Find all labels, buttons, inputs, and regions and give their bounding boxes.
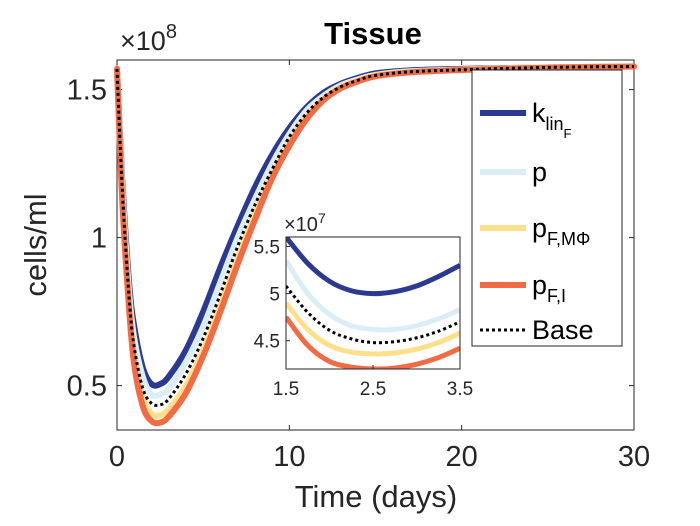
inset-y-tick-label: 5.5	[254, 237, 280, 258]
inset-x-tick-label: 1.5	[273, 379, 299, 400]
inset-ticks: 1.5 2.5 3.5 4.5 5 5.5	[254, 237, 474, 400]
legend-label: Base	[532, 315, 594, 345]
legend-item-0: klinF	[480, 98, 572, 141]
y-multiplier-exp: 8	[166, 21, 177, 43]
chart-title: Tissue	[324, 16, 422, 51]
x-axis-title: Time (days)	[295, 479, 457, 514]
x-tick-label: 0	[109, 441, 125, 473]
inset-series-line-2	[286, 301, 460, 357]
inset-series-line-3	[286, 315, 460, 369]
main-lines	[114, 63, 637, 427]
y-multiplier-base: ×10	[120, 26, 166, 56]
main-plot-frame	[116, 59, 635, 431]
y-tick-label: 1.5	[67, 75, 107, 107]
legend-item-4: Base	[480, 315, 594, 345]
y-axis-title: cells/ml	[18, 193, 53, 296]
y-tick-label: 0.5	[67, 371, 107, 403]
legend-item-3: pF,I	[480, 270, 566, 306]
inset-multiplier-exp: 7	[318, 210, 326, 226]
inset-multiplier-base: ×10	[284, 214, 318, 236]
legend-items: klinF p pF,MΦ pF,I Base	[480, 98, 594, 345]
x-tick-label: 20	[446, 441, 478, 473]
series-line-4	[115, 65, 635, 407]
legend-label: pF,I	[532, 270, 566, 306]
inset-lines	[286, 237, 460, 369]
legend-label: klinF	[532, 98, 572, 141]
legend-item-2: pF,MΦ	[480, 213, 590, 249]
legend-label: p	[532, 157, 547, 187]
main-ticks: 0 10 20 30 0.5 1 1.5	[67, 60, 650, 473]
inset-series-line-0	[286, 237, 460, 297]
legend: klinF p pF,MΦ pF,I Base	[471, 69, 623, 347]
inset-series-line-1	[286, 259, 460, 333]
legend-label: pF,MΦ	[532, 213, 590, 249]
series-line-3	[114, 63, 637, 427]
inset-series-line-4	[286, 285, 460, 345]
legend-item-1: p	[480, 157, 547, 187]
inset-x-tick-label: 2.5	[360, 379, 386, 400]
inset-multiplier-label: ×107	[284, 210, 326, 236]
inset-y-tick-label: 5	[269, 285, 280, 306]
y-multiplier-label: ×108	[120, 21, 177, 56]
inset-x-tick-label: 3.5	[447, 379, 473, 400]
x-tick-label: 10	[273, 441, 305, 473]
x-tick-label: 30	[618, 441, 650, 473]
inset-plot: 1.5 2.5 3.5 4.5 5 5.5 ×107	[254, 210, 474, 400]
y-tick-label: 1	[91, 223, 107, 255]
inset-y-tick-label: 4.5	[254, 332, 280, 353]
